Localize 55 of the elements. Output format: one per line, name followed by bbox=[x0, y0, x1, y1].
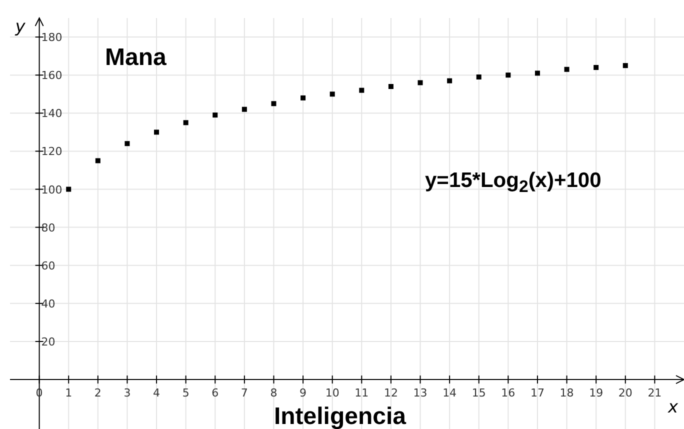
y-tick-label: 180 bbox=[41, 31, 62, 44]
x-tick-label: 17 bbox=[530, 386, 544, 400]
x-tick-label: 19 bbox=[589, 386, 604, 400]
x-tick-label: 15 bbox=[472, 386, 486, 400]
y-axis-title: y bbox=[14, 17, 26, 37]
point bbox=[476, 74, 482, 80]
x-tick-label: 8 bbox=[270, 386, 278, 400]
y-tick-label: 80 bbox=[41, 221, 56, 234]
point bbox=[300, 95, 306, 100]
y-tick-label: 140 bbox=[41, 107, 62, 120]
point bbox=[124, 141, 130, 146]
point bbox=[622, 63, 628, 68]
point bbox=[447, 78, 452, 84]
annotation: Inteligencia bbox=[274, 403, 407, 429]
point bbox=[242, 106, 247, 112]
point bbox=[534, 70, 540, 76]
point bbox=[271, 101, 276, 106]
point bbox=[330, 92, 335, 97]
point bbox=[564, 66, 570, 72]
point bbox=[506, 72, 511, 78]
x-tick-label: 5 bbox=[182, 386, 190, 400]
y-tick-label: 40 bbox=[41, 297, 56, 310]
x-tick-label: 7 bbox=[240, 386, 248, 400]
y-tick-label: 100 bbox=[41, 183, 62, 196]
x-tick-label: 16 bbox=[501, 386, 516, 400]
y-tick-label: 160 bbox=[41, 69, 62, 82]
x-tick-label: 20 bbox=[618, 386, 632, 400]
annotation: y=15*Log$_{2}$(x)+100 bbox=[425, 169, 602, 196]
x-tick-label: 2 bbox=[94, 386, 102, 400]
y-tick-label: 20 bbox=[41, 335, 56, 348]
point bbox=[183, 120, 188, 126]
x-tick-label: 14 bbox=[442, 386, 457, 400]
point bbox=[388, 84, 394, 89]
point bbox=[66, 186, 72, 192]
point bbox=[212, 112, 218, 118]
x-axis-title: x bbox=[666, 398, 679, 418]
x-tick-label: 12 bbox=[384, 386, 398, 400]
point bbox=[359, 88, 364, 93]
text: Mana bbox=[105, 44, 167, 71]
point bbox=[418, 80, 423, 86]
x-tick-label: 6 bbox=[212, 386, 219, 400]
point bbox=[594, 64, 599, 70]
y-tick-label: 120 bbox=[41, 145, 62, 158]
x-tick-label: 1 bbox=[65, 386, 72, 400]
y-tick-label: 60 bbox=[41, 259, 56, 272]
x-tick-label: 10 bbox=[325, 386, 340, 400]
x-tick-label: 13 bbox=[413, 386, 428, 400]
x-tick-label: 4 bbox=[153, 386, 160, 400]
x-tick-label: 18 bbox=[560, 386, 574, 400]
x-tick-label: 9 bbox=[300, 386, 307, 400]
x-tick-label: 3 bbox=[124, 386, 131, 400]
point bbox=[154, 130, 160, 135]
point bbox=[95, 158, 100, 164]
x-tick-label: 11 bbox=[354, 386, 369, 400]
x-tick-label: 21 bbox=[648, 386, 662, 400]
